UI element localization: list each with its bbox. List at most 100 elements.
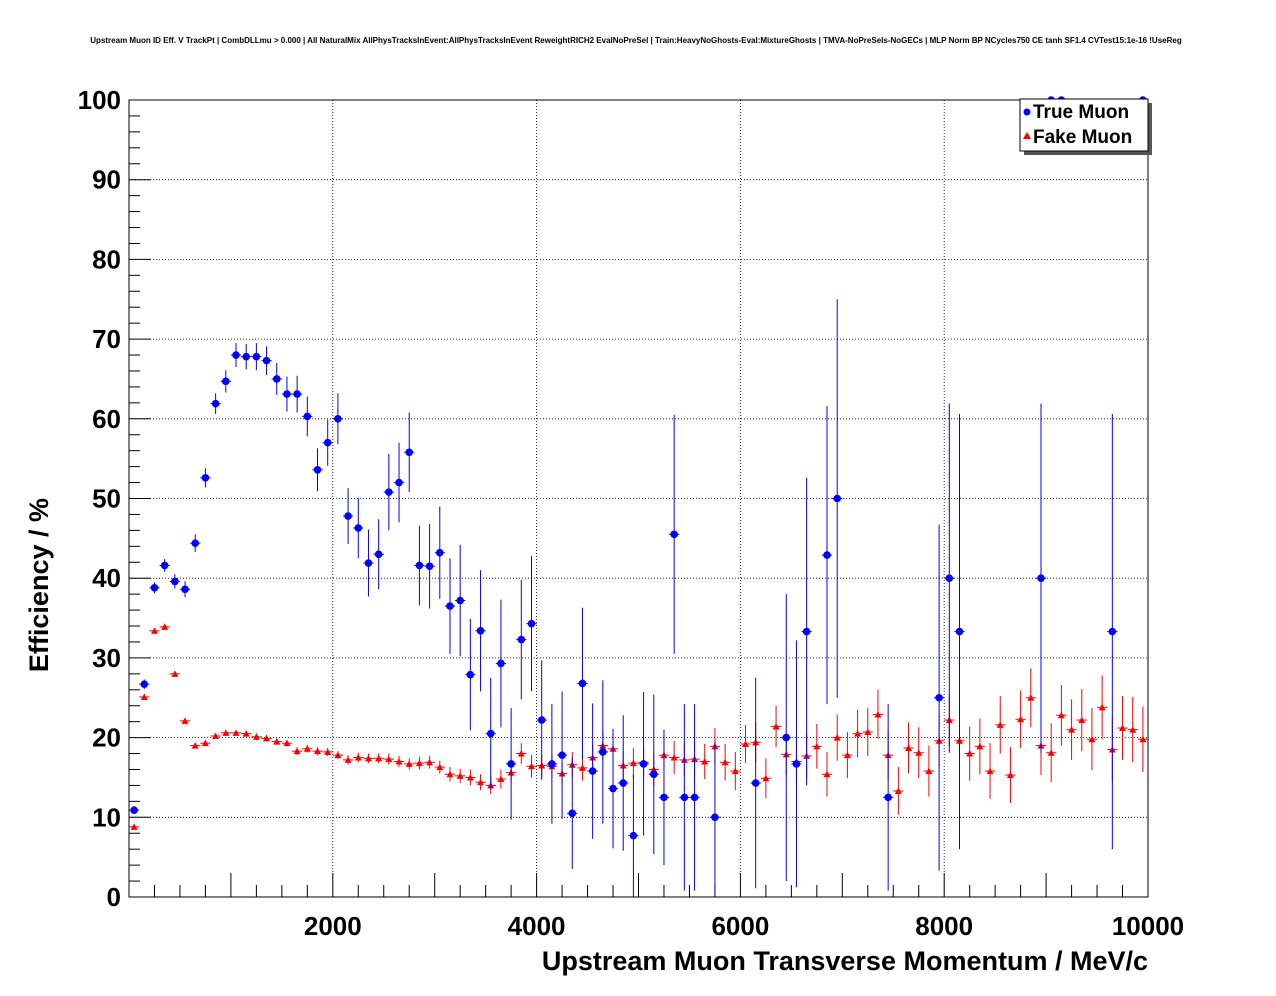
fake-muon-point bbox=[1098, 703, 1106, 711]
true-muon-point bbox=[446, 602, 454, 610]
fake-muon-point bbox=[1017, 715, 1025, 723]
true-muon-point bbox=[222, 377, 230, 386]
fake-muon-point bbox=[242, 730, 250, 737]
fake-muon-point bbox=[843, 751, 851, 759]
legend-fake-muon-marker bbox=[1023, 132, 1031, 139]
true-muon-point bbox=[486, 729, 495, 738]
fake-muon-point bbox=[140, 693, 148, 700]
fake-muon-point bbox=[976, 742, 984, 750]
fake-muon-point bbox=[130, 823, 138, 830]
chart-title: Upstream Muon ID Eff. V TrackPt | CombDL… bbox=[90, 36, 1182, 45]
fake-muon-point bbox=[833, 734, 841, 741]
fake-muon-point bbox=[578, 764, 586, 771]
legend-true-muon-label: True Muon bbox=[1033, 102, 1129, 123]
true-muon-point bbox=[252, 352, 261, 361]
fake-muon-point bbox=[966, 750, 974, 757]
legend-box bbox=[1019, 98, 1149, 152]
true-muon-point bbox=[242, 352, 250, 361]
fake-muon-point bbox=[477, 778, 485, 786]
true-muon-point bbox=[517, 635, 526, 644]
fake-muon-point bbox=[854, 730, 862, 737]
true-muon-point bbox=[833, 494, 842, 503]
true-muon-point bbox=[385, 488, 393, 496]
fake-muon-point bbox=[1119, 724, 1127, 732]
fake-muon-point bbox=[456, 772, 464, 779]
fake-muon-point bbox=[731, 767, 739, 775]
fake-muon-point bbox=[303, 745, 311, 752]
fake-muon-point bbox=[1078, 716, 1086, 724]
true-muon-point bbox=[303, 412, 312, 421]
true-muon-point bbox=[293, 390, 301, 398]
fake-muon-point bbox=[293, 747, 301, 755]
true-muon-point bbox=[690, 793, 699, 802]
fake-muon-point bbox=[670, 754, 678, 761]
true-muon-point bbox=[405, 448, 414, 457]
true-muon-point bbox=[568, 809, 577, 818]
true-muon-point bbox=[425, 562, 434, 571]
fake-muon-point bbox=[497, 775, 505, 783]
true-muon-point bbox=[935, 693, 943, 702]
fake-muon-point bbox=[232, 729, 240, 736]
true-muon-point bbox=[395, 478, 403, 487]
fake-muon-point bbox=[1088, 735, 1096, 743]
true-muon-point bbox=[619, 779, 628, 787]
fake-muon-point bbox=[772, 722, 780, 730]
fake-muon-point bbox=[405, 760, 413, 767]
fake-muon-point bbox=[222, 729, 230, 736]
true-muon-point bbox=[171, 577, 179, 586]
legend: True Muon Fake Muon bbox=[1019, 98, 1152, 155]
fake-muon-point bbox=[283, 739, 291, 747]
fake-muon-point bbox=[1068, 726, 1076, 733]
true-muon-point bbox=[150, 583, 159, 592]
true-muon-point bbox=[649, 770, 658, 779]
true-muon-point bbox=[792, 760, 801, 768]
fake-muon-point bbox=[1047, 749, 1055, 756]
fake-muon-point bbox=[528, 762, 536, 770]
fake-muon-point bbox=[762, 774, 770, 782]
true-muon-point bbox=[130, 806, 138, 814]
true-muon-point bbox=[323, 438, 332, 447]
fake-muon-point bbox=[466, 773, 474, 781]
y-tick-label: 30 bbox=[92, 643, 121, 673]
fake-muon-point bbox=[446, 770, 454, 778]
x-tick-label: 6000 bbox=[711, 911, 769, 941]
fake-muon-point bbox=[894, 787, 902, 794]
fake-muon-point bbox=[813, 742, 821, 750]
fake-muon-point bbox=[181, 717, 189, 724]
true-muon-point bbox=[680, 793, 689, 802]
true-muon-point bbox=[415, 561, 424, 570]
y-tick-label: 80 bbox=[92, 244, 121, 274]
fake-muon-point bbox=[1027, 694, 1035, 701]
fake-muon-point bbox=[1139, 735, 1147, 743]
fake-muon-point bbox=[161, 623, 169, 630]
true-muon-point bbox=[507, 760, 515, 768]
true-muon-point bbox=[711, 813, 719, 822]
y-tick-label: 0 bbox=[107, 882, 121, 912]
axis-ticks bbox=[128, 99, 1149, 898]
x-tick-label: 2000 bbox=[304, 911, 362, 941]
fake-muon-point bbox=[314, 747, 322, 755]
true-muon-point bbox=[435, 548, 444, 557]
true-muon-point bbox=[283, 390, 291, 398]
true-muon-point bbox=[578, 679, 587, 688]
y-tick-label: 100 bbox=[78, 85, 121, 115]
grid-lines bbox=[129, 100, 1148, 897]
y-tick-label: 60 bbox=[92, 404, 121, 434]
fake-muon-point bbox=[212, 732, 220, 740]
fake-muon-point bbox=[364, 754, 372, 762]
true-muon-point bbox=[670, 530, 678, 539]
fake-muon-point bbox=[823, 770, 831, 778]
fake-muon-point bbox=[385, 755, 393, 763]
tick-labels: 0 10 20 30 40 50 60 70 80 90 100 2000 4000 6000 8000 10… bbox=[78, 85, 1185, 941]
y-tick-label: 10 bbox=[92, 802, 121, 832]
x-axis-title: Upstream Muon Transverse Momentum / MeV/… bbox=[542, 946, 1148, 976]
fake-muon-point bbox=[741, 740, 749, 747]
true-muon-point bbox=[201, 473, 210, 482]
true-muon-point bbox=[629, 831, 638, 840]
fake-muon-point bbox=[986, 767, 994, 775]
true-muon-point bbox=[354, 524, 363, 532]
y-tick-label: 20 bbox=[92, 723, 121, 753]
fake-muon-point bbox=[252, 733, 260, 740]
true-muon-point bbox=[599, 748, 607, 756]
true-muon-point bbox=[945, 574, 954, 582]
